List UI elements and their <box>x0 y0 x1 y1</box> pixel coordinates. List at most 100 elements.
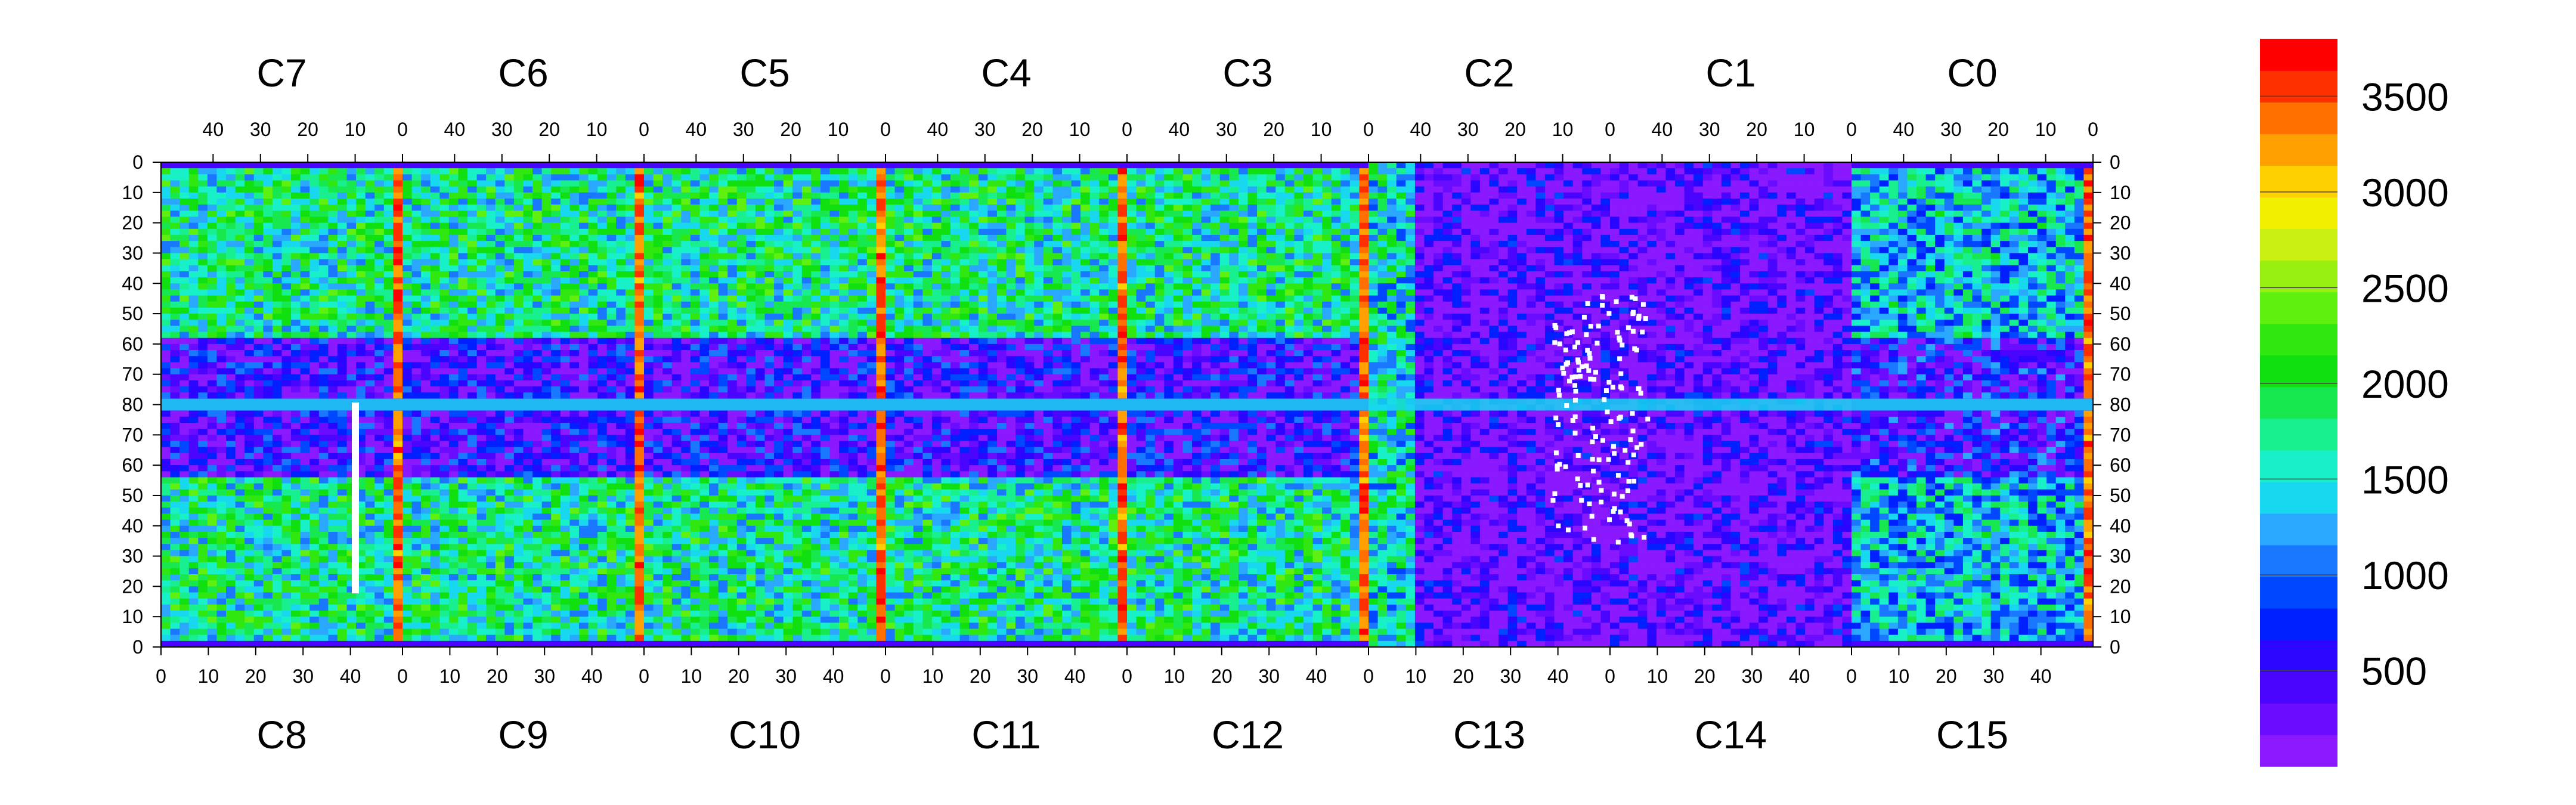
heatmap-cell <box>1182 168 1193 175</box>
heatmap-cell <box>1238 205 1249 211</box>
heatmap-cell <box>161 380 171 387</box>
heatmap-cell <box>411 265 422 272</box>
heatmap-cell <box>439 210 450 218</box>
heatmap-cell <box>1080 192 1091 199</box>
heatmap-cell <box>1145 216 1156 224</box>
heatmap-cell <box>886 289 896 296</box>
heatmap-cell <box>597 289 608 296</box>
heatmap-cell <box>634 374 645 381</box>
heatmap-cell <box>1210 265 1221 272</box>
heatmap-cell <box>931 271 942 278</box>
heatmap-cell <box>1154 314 1165 320</box>
heatmap-cell <box>337 380 348 387</box>
heatmap-cell <box>569 295 580 302</box>
heatmap-cell <box>978 295 988 302</box>
heatmap-cell <box>1219 277 1230 284</box>
heatmap-cell <box>644 350 654 357</box>
heatmap-cell <box>709 247 719 254</box>
heatmap-cell <box>188 234 199 242</box>
heatmap-cell <box>1136 301 1146 308</box>
heatmap-cell <box>727 350 738 357</box>
heatmap-cell <box>1266 198 1276 205</box>
heatmap-cell <box>328 205 338 211</box>
heatmap-cell <box>736 307 747 314</box>
heatmap-cell <box>272 259 283 266</box>
heatmap-cell <box>746 265 756 272</box>
heatmap-cell <box>904 338 914 345</box>
heatmap-cell <box>783 374 793 381</box>
heatmap-cell <box>866 380 877 387</box>
heatmap-cell <box>253 234 264 242</box>
heatmap-cell <box>300 320 310 326</box>
heatmap-cell <box>1006 338 1016 345</box>
heatmap-cell <box>996 386 1007 393</box>
heatmap-cell <box>709 320 719 326</box>
heatmap-cell <box>829 186 840 193</box>
heatmap-cell <box>894 228 905 236</box>
heatmap-cell <box>913 362 923 369</box>
heatmap-cell <box>746 241 756 247</box>
heatmap-cell <box>300 368 310 375</box>
heatmap-cell <box>337 392 348 399</box>
heatmap-cell <box>783 168 793 175</box>
heatmap-cell <box>1173 168 1184 175</box>
heatmap-cell <box>486 343 496 351</box>
heatmap-cell <box>894 241 905 247</box>
heatmap-cell <box>811 247 821 254</box>
heatmap-cell <box>328 186 338 193</box>
heatmap-cell <box>969 186 979 193</box>
heatmap-cell <box>1284 168 1295 175</box>
heatmap-cell <box>513 295 524 302</box>
heatmap-cell <box>346 392 357 399</box>
heatmap-cell <box>365 283 375 290</box>
heatmap-cell <box>402 332 413 339</box>
heatmap-cell <box>969 350 979 357</box>
heatmap-cell <box>309 338 320 345</box>
heatmap-cell <box>328 253 338 260</box>
heatmap-cell <box>1312 265 1323 272</box>
heatmap-cell <box>1303 180 1314 187</box>
heatmap-cell <box>1247 301 1258 308</box>
heatmap-cell <box>625 368 636 375</box>
heatmap-cell <box>1034 168 1044 175</box>
heatmap-cell <box>541 234 552 242</box>
heatmap-cell <box>1266 168 1276 175</box>
heatmap-cell <box>727 234 738 242</box>
heatmap-cell <box>1089 198 1100 205</box>
heatmap-cell <box>644 380 654 387</box>
heatmap-cell <box>699 259 710 266</box>
heatmap-cell <box>1238 174 1249 181</box>
heatmap-cell <box>486 216 496 224</box>
heatmap-cell <box>1145 241 1156 247</box>
heatmap-cell <box>662 392 673 399</box>
heatmap-cell <box>653 343 663 351</box>
heatmap-cell <box>671 216 682 224</box>
heatmap-cell <box>188 295 199 302</box>
heatmap-cell <box>1071 283 1081 290</box>
heatmap-cell <box>653 356 663 363</box>
heatmap-cell <box>1294 247 1304 254</box>
heatmap-cell <box>1284 350 1295 357</box>
heatmap-cell <box>226 356 236 363</box>
heatmap-cell <box>876 368 886 375</box>
heatmap-cell <box>1257 192 1267 199</box>
heatmap-cell <box>969 247 979 254</box>
heatmap-cell <box>495 301 505 308</box>
heatmap-cell <box>1164 265 1174 272</box>
heatmap-cell <box>876 186 886 193</box>
heatmap-cell <box>764 210 775 218</box>
heatmap-cell <box>996 168 1007 175</box>
heatmap-cell <box>207 343 218 351</box>
heatmap-cell <box>393 168 403 175</box>
heatmap-cell <box>272 343 283 351</box>
heatmap-cell <box>458 350 468 357</box>
heatmap-cell <box>179 222 190 230</box>
heatmap-cell <box>699 210 710 218</box>
heatmap-cell <box>309 271 320 278</box>
heatmap-cell <box>1052 338 1063 345</box>
heatmap-cell <box>1312 277 1323 284</box>
heatmap-cell <box>904 392 914 399</box>
heatmap-cell <box>1164 222 1174 230</box>
heatmap-cell <box>1238 301 1249 308</box>
heatmap-cell <box>1349 307 1360 314</box>
